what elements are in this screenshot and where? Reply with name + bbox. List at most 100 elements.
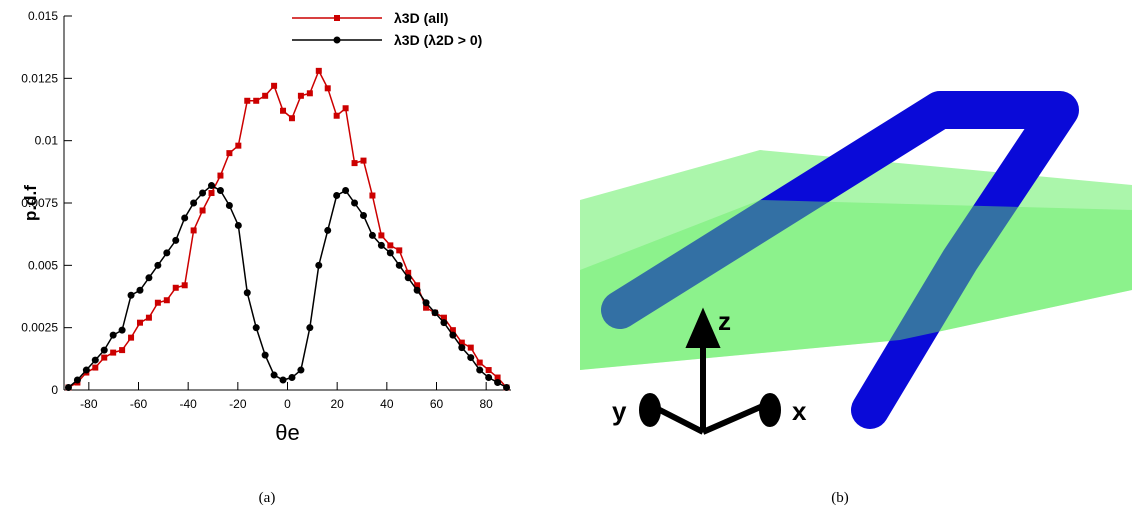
data-point bbox=[65, 384, 72, 391]
data-point bbox=[378, 232, 384, 238]
data-point bbox=[378, 242, 385, 249]
data-point bbox=[92, 365, 98, 371]
y-tick-label: 0.01 bbox=[35, 134, 59, 148]
legend-label: λ3D (all) bbox=[394, 10, 448, 26]
data-point bbox=[306, 324, 313, 331]
figure-canvas: z y x (a) (b) 00.00250.0050.00750.010.01… bbox=[0, 0, 1132, 516]
data-point bbox=[316, 68, 322, 74]
data-point bbox=[244, 98, 250, 104]
data-point bbox=[477, 360, 483, 366]
caption: (b) bbox=[831, 490, 849, 506]
data-point bbox=[119, 347, 125, 353]
data-point bbox=[288, 374, 295, 381]
data-point bbox=[289, 115, 295, 121]
data-point bbox=[387, 249, 394, 256]
data-point bbox=[235, 222, 242, 229]
data-point bbox=[128, 292, 135, 299]
data-point bbox=[190, 200, 197, 207]
data-point bbox=[262, 352, 269, 359]
x-tick-label: 80 bbox=[479, 397, 493, 411]
x-arrow bbox=[762, 396, 778, 424]
data-point bbox=[244, 289, 251, 296]
y-tick-label: 0.0025 bbox=[21, 321, 58, 335]
illustration: z y x bbox=[580, 110, 1132, 432]
x-axis-title: θe bbox=[275, 420, 299, 445]
data-point bbox=[405, 274, 412, 281]
data-point bbox=[92, 357, 99, 364]
data-point bbox=[494, 379, 501, 386]
legend-marker bbox=[334, 15, 340, 21]
data-point bbox=[182, 282, 188, 288]
z-label: z bbox=[718, 306, 731, 336]
data-point bbox=[110, 332, 117, 339]
data-point bbox=[423, 299, 430, 306]
data-point bbox=[503, 384, 510, 391]
data-point bbox=[280, 108, 286, 114]
data-point bbox=[145, 274, 152, 281]
x-label: x bbox=[792, 396, 807, 426]
data-point bbox=[342, 187, 349, 194]
data-point bbox=[181, 214, 188, 221]
data-point bbox=[217, 173, 223, 179]
data-point bbox=[280, 377, 287, 384]
data-point bbox=[387, 242, 393, 248]
y-tick-label: 0.005 bbox=[28, 258, 58, 272]
data-point bbox=[298, 93, 304, 99]
data-point bbox=[235, 143, 241, 149]
data-point bbox=[74, 377, 81, 384]
data-point bbox=[154, 262, 161, 269]
series-line bbox=[68, 71, 506, 388]
data-point bbox=[476, 367, 483, 374]
data-point bbox=[119, 327, 126, 334]
data-point bbox=[128, 335, 134, 341]
data-point bbox=[307, 90, 313, 96]
x-tick-label: 20 bbox=[330, 397, 344, 411]
data-point bbox=[468, 345, 474, 351]
data-point bbox=[334, 113, 340, 119]
data-point bbox=[209, 190, 215, 196]
data-point bbox=[137, 320, 143, 326]
data-point bbox=[200, 207, 206, 213]
data-point bbox=[136, 287, 143, 294]
data-point bbox=[369, 232, 376, 239]
data-point bbox=[262, 93, 268, 99]
data-point bbox=[226, 202, 233, 209]
data-point bbox=[253, 324, 260, 331]
data-point bbox=[173, 285, 179, 291]
data-point bbox=[333, 192, 340, 199]
data-point bbox=[191, 227, 197, 233]
x-tick-label: -80 bbox=[80, 397, 98, 411]
data-point bbox=[83, 367, 90, 374]
data-point bbox=[208, 182, 215, 189]
data-point bbox=[297, 367, 304, 374]
data-point bbox=[271, 83, 277, 89]
data-point bbox=[396, 247, 402, 253]
data-point bbox=[396, 262, 403, 269]
caption: (a) bbox=[259, 490, 276, 506]
x-tick-label: 40 bbox=[380, 397, 394, 411]
data-point bbox=[325, 85, 331, 91]
data-point bbox=[110, 350, 116, 356]
data-point bbox=[343, 105, 349, 111]
data-point bbox=[164, 297, 170, 303]
y-axis-title: p.d.f bbox=[21, 185, 40, 221]
data-point bbox=[315, 262, 322, 269]
x-tick-label: -60 bbox=[130, 397, 148, 411]
x-tick-label: -20 bbox=[229, 397, 247, 411]
legend-label: λ3D (λ2D > 0) bbox=[394, 32, 482, 48]
data-point bbox=[155, 300, 161, 306]
x-tick-label: 60 bbox=[430, 397, 444, 411]
x-tick-label: -40 bbox=[179, 397, 197, 411]
y-label: y bbox=[612, 396, 627, 426]
data-point bbox=[449, 332, 456, 339]
data-point bbox=[360, 158, 366, 164]
data-point bbox=[271, 372, 278, 379]
data-point bbox=[226, 150, 232, 156]
x-tick-label: 0 bbox=[284, 397, 291, 411]
figure: z y x (a) (b) 00.00250.0050.00750.010.01… bbox=[0, 0, 1132, 516]
data-point bbox=[432, 309, 439, 316]
y-tick-label: 0.0125 bbox=[21, 71, 58, 85]
data-point bbox=[101, 355, 107, 361]
data-point bbox=[199, 190, 206, 197]
y-arrow bbox=[642, 396, 658, 424]
